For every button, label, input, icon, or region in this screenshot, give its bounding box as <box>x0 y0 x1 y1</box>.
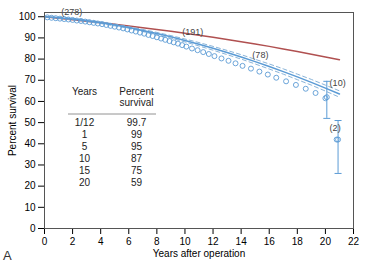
svg-text:16: 16 <box>264 236 276 247</box>
svg-text:70: 70 <box>24 74 36 85</box>
svg-text:59: 59 <box>131 177 143 188</box>
svg-text:1/12: 1/12 <box>75 117 95 128</box>
svg-text:0: 0 <box>42 236 48 247</box>
svg-text:75: 75 <box>131 165 143 176</box>
svg-text:Percent survival: Percent survival <box>7 85 18 156</box>
svg-text:Percent: Percent <box>119 86 154 97</box>
svg-text:4: 4 <box>98 236 104 247</box>
svg-text:(278): (278) <box>61 7 82 17</box>
svg-text:15: 15 <box>79 165 91 176</box>
svg-text:(78): (78) <box>252 50 268 60</box>
svg-text:100: 100 <box>19 11 36 22</box>
svg-text:10: 10 <box>179 236 191 247</box>
svg-text:survival: survival <box>120 97 154 108</box>
svg-text:8: 8 <box>154 236 160 247</box>
svg-text:10: 10 <box>24 202 36 213</box>
svg-text:87: 87 <box>131 153 143 164</box>
svg-text:10: 10 <box>79 153 91 164</box>
svg-text:50: 50 <box>24 117 36 128</box>
svg-text:(191): (191) <box>182 27 203 37</box>
svg-text:(2): (2) <box>330 123 341 133</box>
svg-text:Years: Years <box>72 86 97 97</box>
svg-text:22: 22 <box>348 236 360 247</box>
svg-text:20: 20 <box>320 236 332 247</box>
svg-text:1: 1 <box>82 129 88 140</box>
svg-text:5: 5 <box>82 141 88 152</box>
svg-text:20: 20 <box>79 177 91 188</box>
svg-text:(10): (10) <box>330 78 346 88</box>
svg-text:0: 0 <box>30 223 36 234</box>
svg-text:14: 14 <box>236 236 248 247</box>
svg-text:18: 18 <box>292 236 304 247</box>
svg-text:6: 6 <box>126 236 132 247</box>
svg-text:80: 80 <box>24 53 36 64</box>
html-text:A: A <box>3 248 12 263</box>
svg-text:20: 20 <box>24 180 36 191</box>
svg-text:12: 12 <box>207 236 219 247</box>
svg-text:99.7: 99.7 <box>127 117 147 128</box>
svg-text:95: 95 <box>131 141 143 152</box>
svg-text:40: 40 <box>24 138 36 149</box>
svg-text:Years after operation: Years after operation <box>153 248 245 259</box>
svg-text:90: 90 <box>24 32 36 43</box>
svg-text:99: 99 <box>131 129 143 140</box>
svg-text:30: 30 <box>24 159 36 170</box>
svg-text:60: 60 <box>24 96 36 107</box>
svg-text:2: 2 <box>70 236 76 247</box>
